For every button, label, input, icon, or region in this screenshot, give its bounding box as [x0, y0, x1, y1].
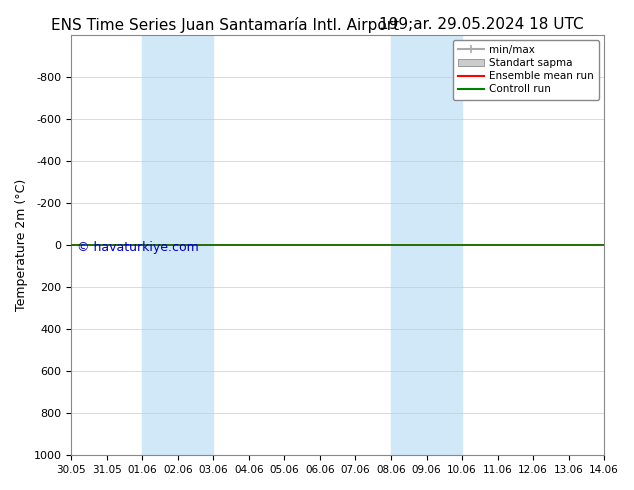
Legend: min/max, Standart sapma, Ensemble mean run, Controll run: min/max, Standart sapma, Ensemble mean r…: [453, 40, 599, 99]
Bar: [391, 35, 462, 455]
Text: ENS Time Series Juan Santamaría Intl. Airport: ENS Time Series Juan Santamaría Intl. Ai…: [51, 17, 399, 33]
Text: © havaturkiye.com: © havaturkiye.com: [77, 241, 198, 253]
Text: 199;ar. 29.05.2024 18 UTC: 199;ar. 29.05.2024 18 UTC: [378, 17, 583, 32]
Y-axis label: Temperature 2m (°C): Temperature 2m (°C): [15, 179, 28, 311]
Bar: [142, 35, 214, 455]
